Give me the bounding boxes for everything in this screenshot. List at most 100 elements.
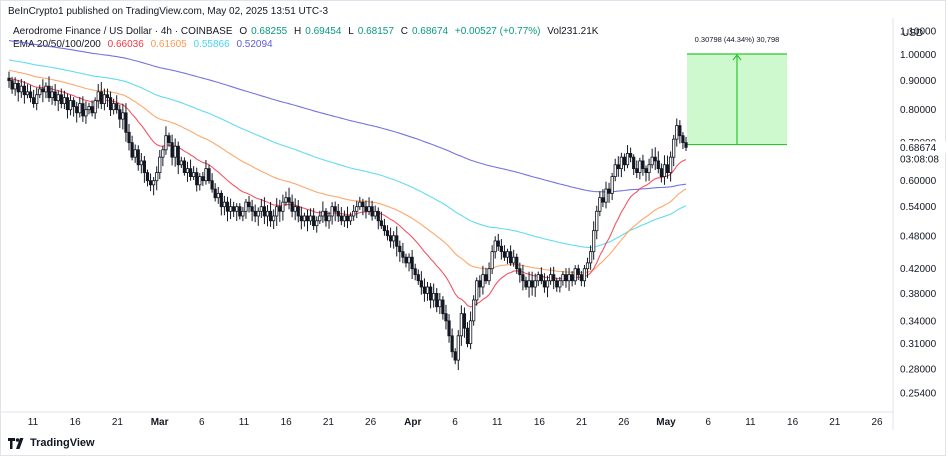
candle: [179, 156, 183, 169]
candle: [441, 296, 445, 320]
candle-body-down: [616, 164, 620, 170]
price-range-tool[interactable]: 0.30798 (44.34%) 30,798: [687, 35, 787, 146]
candle-body-up: [25, 91, 30, 96]
candle: [435, 288, 439, 313]
candle-body-down: [32, 97, 36, 104]
x-tick-label: May: [656, 417, 676, 428]
candle: [96, 83, 100, 109]
candle-body-down: [339, 215, 343, 222]
candle: [330, 202, 334, 225]
y-tick-label: 0.28000: [900, 364, 937, 375]
candle: [219, 190, 223, 216]
candle-body-down: [684, 142, 688, 148]
candle-body-up: [373, 210, 377, 217]
candle: [176, 141, 180, 175]
candle: [579, 270, 583, 287]
candle-body-up: [527, 280, 531, 288]
candle-body-down: [395, 235, 399, 247]
candle-body-down: [404, 256, 408, 264]
x-tick-label: 6: [705, 417, 711, 428]
price-range-label: 0.30798 (44.34%) 30,798: [695, 35, 780, 44]
candle-body-up: [112, 103, 116, 111]
candle-body-down: [22, 85, 26, 96]
candle-body-up: [139, 160, 143, 166]
y-tick-label: 0.54000: [900, 202, 937, 213]
candle-body-up: [315, 220, 319, 227]
x-tick-label: 11: [492, 417, 503, 428]
candle: [549, 267, 553, 285]
candle-body-down: [219, 192, 223, 208]
candle: [678, 120, 682, 144]
ema-label[interactable]: EMA 20/50/100/200: [13, 39, 101, 50]
candle-body-down: [238, 206, 242, 217]
candle-body-down: [428, 286, 433, 301]
candle: [315, 216, 319, 233]
candle: [339, 207, 343, 226]
candle: [333, 201, 337, 222]
candle: [68, 95, 73, 116]
ema50-value: 0.61605: [150, 39, 187, 50]
candle-body-up: [256, 210, 260, 217]
candle-body-up: [342, 215, 347, 222]
candle: [425, 282, 430, 301]
candle: [262, 197, 267, 225]
candle-body-down: [416, 274, 420, 282]
candle: [669, 151, 673, 182]
candle: [173, 138, 177, 167]
candle: [336, 204, 340, 222]
candle-body-down: [644, 168, 648, 173]
candle: [536, 271, 540, 287]
candle: [352, 204, 356, 221]
candle-body-down: [364, 206, 368, 212]
candle: [185, 161, 190, 182]
candle-body-up: [293, 206, 297, 212]
candle: [416, 269, 420, 285]
ema100-value: 0.55866: [193, 39, 230, 50]
candle-body-down: [333, 206, 337, 212]
candle: [250, 199, 254, 222]
currency-label[interactable]: USD: [902, 28, 924, 39]
symbol-title[interactable]: Aerodrome Finance / US Dollar · 4h · COI…: [13, 26, 233, 37]
candle-body-down: [90, 106, 94, 114]
candle: [145, 169, 150, 187]
candle-body-up: [78, 103, 82, 114]
candle-body-down: [167, 135, 171, 144]
candle-body-down: [444, 313, 448, 322]
candle: [164, 126, 168, 155]
candle: [133, 144, 137, 163]
x-tick-label: 11: [745, 417, 756, 428]
candle-body-down: [262, 206, 267, 217]
candle-body-up: [392, 235, 396, 242]
candle: [524, 276, 528, 290]
candle: [619, 152, 623, 178]
candle: [472, 295, 476, 326]
candle: [207, 164, 211, 184]
tradingview-brand[interactable]: TradingView: [8, 437, 95, 449]
x-tick-label: 6: [199, 417, 205, 428]
candle-body-up: [56, 94, 60, 102]
candle-body-up: [185, 168, 190, 173]
x-tick-label: 6: [452, 417, 458, 428]
candle: [601, 189, 605, 208]
candle: [204, 159, 208, 185]
candle: [428, 283, 433, 309]
candle: [290, 194, 294, 218]
candle: [167, 132, 171, 147]
candle: [496, 233, 500, 251]
candle: [268, 201, 273, 227]
candle: [238, 203, 242, 220]
candle: [665, 155, 670, 179]
candle: [653, 147, 657, 170]
time-axis[interactable]: 11 16 21 Mar 6 11 16 21 26 Apr 6 11 16 21 26 May 6 11 16 21…: [28, 417, 883, 428]
candle-body-up: [222, 201, 227, 208]
candle: [90, 100, 94, 117]
candle: [364, 200, 368, 219]
candle: [148, 173, 153, 192]
candle-body-up: [348, 215, 353, 222]
price-axis[interactable]: 1.100001.000000.900000.800000.700000.600…: [894, 27, 948, 400]
candle-body-down: [681, 135, 685, 144]
candle: [647, 158, 651, 181]
candle-body-up: [284, 197, 288, 203]
y-tick-label: 0.48000: [900, 231, 937, 242]
